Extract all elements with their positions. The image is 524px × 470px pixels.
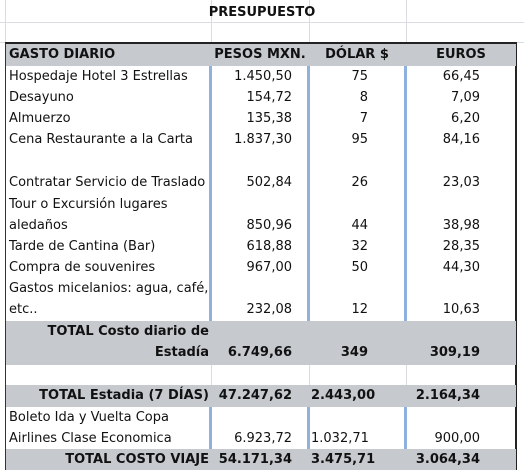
grid-line (0, 22, 524, 23)
row-euros: 84,16 (442, 132, 480, 147)
row-dolar: 32 (351, 239, 368, 254)
row-label: Contratar Servicio de Traslado (9, 175, 206, 190)
row-dolar: 12 (351, 302, 368, 317)
row-label: etc.. (9, 302, 38, 317)
total-daily-label: Estadía (154, 345, 209, 360)
row-dolar: 75 (351, 69, 368, 84)
total-stay-euros: 2.164,34 (415, 388, 480, 403)
row-pesos: 967,00 (246, 260, 293, 275)
row-label: Gastos micelanios: agua, café, (9, 281, 209, 296)
budget-table-frame (5, 42, 517, 470)
total-stay-label: TOTAL Estadia (7 DÍAS) (39, 388, 209, 403)
row-label: aledaños (9, 218, 68, 233)
flight-euros: 900,00 (434, 431, 481, 446)
row-euros: 10,63 (442, 302, 480, 317)
page-title: PRESUPUESTO (208, 5, 316, 20)
column-separator (404, 66, 407, 321)
header-gasto-diario: GASTO DIARIO (9, 47, 116, 62)
total-trip-dolar: 3.475,71 (311, 452, 376, 467)
column-separator (307, 407, 310, 449)
header-band (6, 44, 516, 66)
row-dolar: 8 (359, 90, 368, 105)
total-daily-euros: 309,19 (429, 345, 480, 360)
row-label: Cena Restaurante a la Carta (9, 132, 193, 147)
total-daily-label: TOTAL Costo diario de (47, 324, 209, 339)
row-pesos: 618,88 (246, 239, 293, 254)
flight-label: Boleto Ida y Vuelta Copa (9, 410, 169, 425)
total-daily-pesos: 6.749,66 (227, 345, 292, 360)
header-dolar: DÓLAR $ (325, 47, 389, 62)
row-pesos: 154,72 (246, 90, 293, 105)
row-pesos: 1.450,50 (234, 69, 292, 84)
row-euros: 6,20 (451, 111, 480, 126)
total-daily-dolar: 349 (340, 345, 368, 360)
row-label: Almuerzo (9, 111, 71, 126)
total-daily-band (6, 321, 516, 365)
row-pesos: 135,38 (246, 111, 293, 126)
row-pesos: 232,08 (246, 302, 293, 317)
total-stay-dolar: 2.443,00 (311, 388, 376, 403)
column-separator (209, 66, 212, 321)
row-label: Tarde de Cantina (Bar) (9, 239, 156, 254)
row-dolar: 95 (351, 132, 368, 147)
row-pesos: 1.837,30 (234, 132, 292, 147)
row-euros: 7,09 (451, 90, 480, 105)
flight-dolar: 1.032,71 (311, 431, 369, 446)
row-dolar: 7 (359, 111, 368, 126)
row-dolar: 26 (351, 175, 368, 190)
flight-pesos: 6.923,72 (234, 431, 292, 446)
flight-label: Airlines Clase Economica (9, 431, 172, 446)
row-euros: 38,98 (442, 218, 480, 233)
total-trip-pesos: 54.171,34 (218, 452, 292, 467)
total-trip-euros: 3.064,34 (415, 452, 480, 467)
column-separator (209, 407, 212, 449)
row-euros: 44,30 (442, 260, 480, 275)
total-stay-pesos: 47.247,62 (218, 388, 292, 403)
row-dolar: 44 (351, 218, 368, 233)
row-label: Tour o Excursión lugares (9, 197, 168, 212)
total-stay-band (6, 385, 516, 407)
column-separator (404, 407, 407, 449)
row-label: Hospedaje Hotel 3 Estrellas (9, 69, 188, 84)
column-separator (307, 66, 310, 321)
row-euros: 23,03 (442, 175, 480, 190)
row-pesos: 850,96 (246, 218, 293, 233)
row-dolar: 50 (351, 260, 368, 275)
total-trip-label: TOTAL COSTO VIAJE (65, 452, 209, 467)
row-euros: 28,35 (442, 239, 480, 254)
row-label: Compra de souvenires (9, 260, 156, 275)
header-euros: EUROS (436, 47, 486, 62)
total-trip-band (6, 449, 516, 470)
header-pesos: PESOS MXN. (214, 47, 306, 62)
row-pesos: 502,84 (246, 175, 293, 190)
row-label: Desayuno (9, 90, 74, 105)
row-euros: 66,45 (442, 69, 480, 84)
